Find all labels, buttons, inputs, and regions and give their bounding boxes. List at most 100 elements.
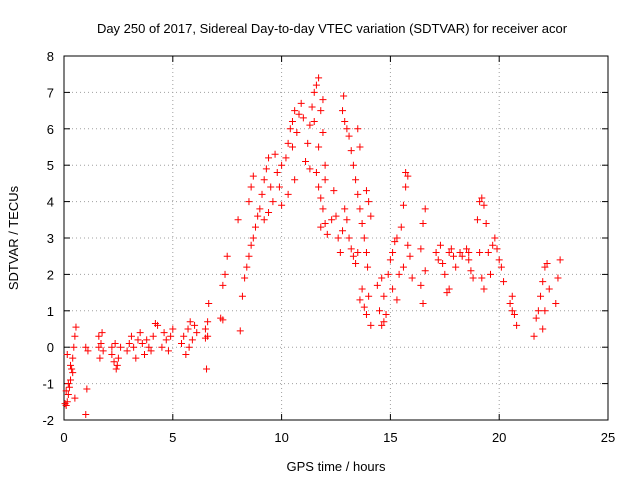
data-point [360, 234, 368, 242]
data-point [256, 205, 264, 213]
data-point [251, 223, 259, 231]
data-point [434, 256, 442, 264]
data-point [238, 292, 246, 300]
data-point [319, 96, 327, 104]
data-point [319, 128, 327, 136]
data-point [67, 361, 75, 369]
data-point [288, 118, 296, 126]
data-point [399, 263, 407, 271]
data-point [82, 343, 90, 351]
data-point [364, 263, 372, 271]
data-point [484, 249, 492, 257]
y-tick-label: 0 [47, 340, 54, 355]
data-point [556, 256, 564, 264]
data-point [321, 176, 329, 184]
data-point [436, 241, 444, 249]
data-point [465, 249, 473, 257]
data-point [497, 263, 505, 271]
data-point [310, 118, 318, 126]
data-point [545, 285, 553, 293]
data-point [356, 205, 364, 213]
data-point [508, 307, 516, 315]
data-point [360, 303, 368, 311]
data-point [68, 365, 76, 373]
data-point [417, 281, 425, 289]
data-point [402, 183, 410, 191]
data-point [95, 332, 103, 340]
data-point [112, 365, 120, 373]
data-point [288, 143, 296, 151]
data-point [70, 343, 78, 351]
data-point [130, 343, 138, 351]
data-point [467, 267, 475, 275]
data-point [117, 343, 125, 351]
data-point [145, 343, 153, 351]
data-point [421, 267, 429, 275]
data-point [380, 292, 388, 300]
data-point [508, 292, 516, 300]
data-point [408, 274, 416, 282]
data-point [278, 161, 286, 169]
data-point [323, 230, 331, 238]
data-point [125, 340, 133, 348]
y-tick-label: 5 [47, 158, 54, 173]
data-point [302, 158, 310, 166]
data-point [69, 354, 77, 362]
data-point [317, 107, 325, 115]
data-point [354, 190, 362, 198]
data-point [317, 223, 325, 231]
data-point [180, 332, 188, 340]
data-point [245, 198, 253, 206]
data-point [67, 376, 75, 384]
data-point [367, 212, 375, 220]
data-point [389, 285, 397, 293]
x-tick-label: 5 [169, 430, 176, 445]
data-point [397, 223, 405, 231]
data-point [441, 270, 449, 278]
data-point [247, 241, 255, 249]
data-point [354, 249, 362, 257]
data-point [293, 128, 301, 136]
data-point [98, 329, 106, 337]
data-point [191, 321, 199, 329]
data-point [478, 194, 486, 202]
data-point [552, 300, 560, 308]
data-point [284, 190, 292, 198]
grid-lines [64, 56, 608, 420]
data-point [108, 350, 116, 358]
data-point [419, 219, 427, 227]
data-point [221, 270, 229, 278]
data-point [486, 270, 494, 278]
data-point [476, 198, 484, 206]
y-tick-label: 8 [47, 49, 54, 64]
data-point [506, 300, 514, 308]
data-point [386, 256, 394, 264]
data-point [404, 172, 412, 180]
data-point [254, 212, 262, 220]
data-point [204, 332, 212, 340]
data-point [291, 107, 299, 115]
data-point [539, 325, 547, 333]
axis-ticks [63, 55, 609, 421]
data-point [336, 249, 344, 257]
data-point [406, 252, 414, 260]
data-point [286, 125, 294, 133]
data-point [445, 249, 453, 257]
data-point [334, 234, 342, 242]
data-point [262, 165, 270, 173]
data-point [62, 387, 70, 395]
data-point [193, 329, 201, 337]
data-point [365, 292, 373, 300]
data-point [419, 300, 427, 308]
data-point [358, 285, 366, 293]
data-point [389, 249, 397, 257]
data-point [458, 252, 466, 260]
data-point [315, 183, 323, 191]
data-point [404, 241, 412, 249]
x-tick-labels: 0 5 10 15 20 25 [60, 430, 615, 445]
data-point [500, 278, 508, 286]
data-point [541, 307, 549, 315]
data-point [265, 154, 273, 162]
data-point [64, 391, 72, 399]
data-point [315, 74, 323, 82]
